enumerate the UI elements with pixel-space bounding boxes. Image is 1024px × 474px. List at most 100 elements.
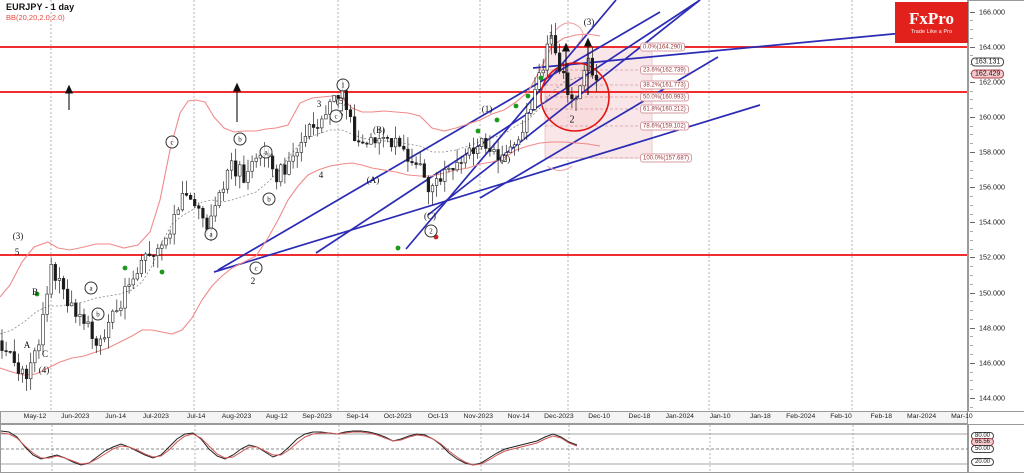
highlight-circle: [540, 62, 610, 132]
vertical-gridlines: [50, 0, 853, 411]
wave-label: b: [91, 307, 105, 321]
wave-label: (5): [335, 96, 347, 106]
price-tag[interactable]: 163.131: [971, 57, 1005, 67]
time-axis-label: Jan-2024: [665, 413, 694, 420]
price-minor-tick: [970, 248, 973, 250]
price-minor-tick: [970, 354, 973, 356]
bollinger-upper: [0, 33, 601, 298]
price-minor-tick: [970, 213, 973, 215]
price-tick-mark: [970, 81, 975, 83]
wave-label: (2): [499, 154, 511, 164]
time-axis-label: Jan-10: [709, 413, 731, 420]
wave-label: (1): [481, 104, 493, 114]
time-axis-label: Jan-18: [749, 413, 771, 420]
wave-label: 3: [316, 99, 322, 109]
price-minor-tick: [970, 371, 973, 373]
bollinger-indicator-label: BB(20,20,2.0,2.0): [6, 13, 65, 22]
wave-label: 2: [569, 114, 575, 126]
stoch-k-line: [0, 430, 578, 466]
price-tick-label: 148.000: [979, 323, 1005, 333]
current-price-tag[interactable]: 162.429: [971, 69, 1005, 79]
wave-label: a: [204, 227, 218, 241]
price-tick-label: 152.000: [979, 252, 1005, 262]
stoch-d-line: [0, 431, 578, 466]
price-minor-tick: [970, 406, 973, 408]
price-minor-tick: [970, 20, 973, 22]
time-axis-label: Aug-2023: [221, 413, 252, 420]
price-tick-label: 146.000: [979, 358, 1005, 368]
time-axis-label: Mar-2024: [907, 413, 937, 420]
logo-tagline: Trade Like a Pro: [910, 29, 953, 35]
logo-wordmark: FxPro: [908, 9, 954, 28]
wave-label: 2: [424, 224, 438, 238]
price-minor-tick: [970, 301, 973, 303]
wave-label: b: [262, 192, 276, 206]
price-minor-tick: [970, 204, 973, 206]
price-minor-tick: [970, 318, 973, 320]
price-axis[interactable]: 166.000 164.000 162.000 160.000 158.000 156.0…: [968, 0, 1024, 412]
candlestick-series: [0, 22, 599, 391]
wave-label: (4): [38, 365, 50, 375]
price-tick-mark: [970, 292, 975, 294]
wave-label: a: [259, 145, 273, 159]
price-tick-mark: [970, 46, 975, 48]
price-minor-tick: [970, 231, 973, 233]
price-minor-tick: [970, 275, 973, 276]
price-minor-tick: [970, 283, 973, 285]
price-tick-label: 160.000: [979, 112, 1005, 122]
price-minor-tick: [970, 90, 973, 92]
wave-label: c: [249, 261, 263, 275]
wave-label: (3): [583, 17, 595, 27]
projection-path: [546, 22, 584, 171]
wave-label: 5: [14, 247, 20, 257]
price-tick-label: 162.000: [979, 77, 1005, 87]
wave-label: (C): [424, 211, 436, 221]
time-axis[interactable]: May-12 Jun-2023 Jun-14 Jul-2023 Jul-14 Aug-20…: [0, 412, 973, 424]
time-axis-label: Nov-14: [507, 413, 530, 420]
price-minor-tick: [970, 336, 973, 338]
wave-label: 4: [318, 170, 324, 180]
price-tick-mark: [970, 397, 975, 399]
stoch-axis-label[interactable]: 20.00: [971, 458, 995, 467]
time-axis-label: Feb-18: [870, 413, 893, 420]
time-axis-label: Dec-18: [628, 413, 651, 420]
time-axis-label: Jul-14: [186, 413, 206, 420]
page-title: EURJPY - 1 day: [6, 2, 75, 12]
price-tick-label: 156.000: [979, 182, 1005, 192]
stochastic-panel[interactable]: STOSlow(14,3): [0, 424, 968, 473]
trendlines: [213, 0, 967, 273]
price-minor-tick: [970, 108, 973, 110]
wave-label: 1: [548, 30, 554, 42]
price-minor-tick: [970, 195, 973, 197]
price-chart-canvas: [0, 0, 967, 411]
price-minor-tick: [970, 345, 973, 347]
time-axis-label: Sep-14: [346, 413, 369, 420]
price-tick-label: 154.000: [979, 217, 1005, 227]
price-minor-tick: [970, 380, 973, 382]
stochastic-canvas: [0, 425, 968, 473]
price-tick-label: 158.000: [979, 147, 1005, 157]
horizontal-price-lines: [0, 46, 967, 256]
wave-label: c: [329, 109, 343, 123]
stoch-axis-label[interactable]: 50.00: [971, 445, 995, 453]
stochastic-axis[interactable]: 80.00 66.56 50.00 20.00: [968, 424, 1024, 473]
time-axis-label: Nov-2023: [463, 413, 494, 420]
time-axis-label: Feb-2024: [786, 413, 816, 420]
wave-label: b: [233, 132, 247, 146]
price-minor-tick: [970, 310, 973, 312]
time-axis-label: Dec-10: [588, 413, 611, 420]
wave-label: (3): [12, 231, 24, 241]
time-axis-label: Oct-13: [427, 413, 449, 420]
wave-label: (B): [373, 125, 385, 135]
wave-label: (A): [366, 175, 380, 185]
price-chart-panel[interactable]: 0.0%(164.290) 23.6%(162.739) 38.2%(161.773…: [0, 0, 968, 412]
wave-label: 2: [250, 276, 256, 286]
price-minor-tick: [970, 37, 973, 39]
fib-level-label: 0.0%(164.290): [640, 42, 686, 52]
time-axis-label: Feb-10: [830, 413, 852, 420]
wave-label: a: [84, 281, 98, 295]
wave-label: C: [41, 349, 49, 359]
wave-label: A: [23, 340, 31, 350]
fib-level-label: 78.6%(159.102): [640, 121, 689, 131]
